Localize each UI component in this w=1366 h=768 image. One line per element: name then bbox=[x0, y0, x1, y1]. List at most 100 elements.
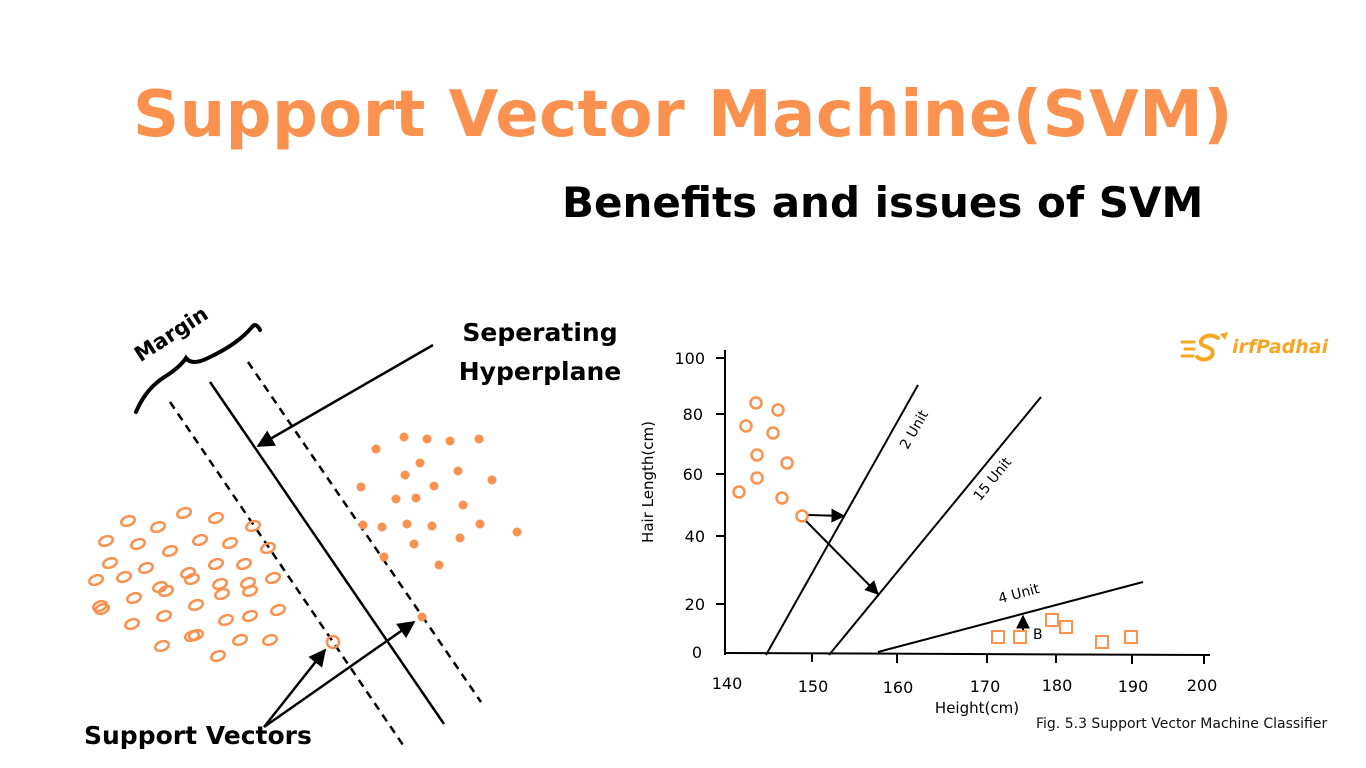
class-point bbox=[434, 560, 444, 570]
rocket-s-logo-icon bbox=[1180, 332, 1228, 362]
class-point bbox=[191, 533, 209, 547]
class-point bbox=[149, 520, 167, 534]
y-axis-label: Hair Length(cm) bbox=[639, 421, 657, 543]
class-point bbox=[241, 609, 259, 623]
hyperplane-arrow bbox=[256, 343, 434, 448]
square-point bbox=[1013, 630, 1027, 644]
support-vector-solid bbox=[417, 612, 427, 622]
distance-arrow-15-unit bbox=[805, 520, 879, 595]
class-point bbox=[244, 519, 262, 533]
class-point bbox=[157, 584, 175, 598]
class-point bbox=[411, 493, 421, 503]
x-tick-label: 180 bbox=[1042, 676, 1073, 695]
class-point bbox=[129, 537, 147, 551]
class-point bbox=[187, 598, 205, 612]
x-tick-label: 150 bbox=[798, 677, 829, 696]
point-label-b: B bbox=[1033, 627, 1043, 643]
y-tick-label: 60 bbox=[683, 465, 703, 484]
class-point bbox=[356, 482, 366, 492]
left-class-points bbox=[87, 506, 287, 663]
class-point bbox=[264, 571, 282, 585]
page-subtitle: Benefits and issues of SVM bbox=[562, 178, 1204, 227]
y-tick-label: 100 bbox=[674, 349, 705, 368]
class-point bbox=[115, 570, 133, 584]
y-ticks: 100 80 60 40 20 0 bbox=[674, 349, 725, 662]
class-point bbox=[377, 522, 387, 532]
x-ticks: 140 150 160 170 180 190 200 bbox=[712, 653, 1218, 697]
class-point bbox=[137, 561, 155, 575]
class-point bbox=[400, 470, 410, 480]
class-point bbox=[183, 629, 201, 643]
right-class-points bbox=[356, 432, 522, 570]
y-tick-label: 80 bbox=[683, 405, 703, 424]
line-label-4-unit: 4 Unit bbox=[997, 581, 1042, 607]
class-point bbox=[155, 609, 173, 623]
class-point bbox=[487, 475, 497, 485]
line-2-unit bbox=[765, 384, 919, 656]
class-point bbox=[371, 444, 381, 454]
class-point bbox=[427, 521, 437, 531]
class-point bbox=[93, 602, 111, 616]
class-point bbox=[213, 587, 231, 601]
brand-name: irfPadhai bbox=[1232, 336, 1329, 358]
x-tick-label: 160 bbox=[883, 678, 914, 697]
y-tick-label: 40 bbox=[685, 527, 705, 546]
margin-brace bbox=[134, 323, 262, 414]
class-point bbox=[235, 557, 253, 571]
class-point bbox=[221, 536, 239, 550]
class-point bbox=[209, 649, 227, 663]
square-point bbox=[1095, 635, 1109, 649]
square-point bbox=[1059, 620, 1073, 634]
class-point bbox=[475, 519, 485, 529]
class-point bbox=[153, 639, 171, 653]
class-point bbox=[207, 511, 225, 525]
circle-point bbox=[739, 419, 753, 433]
class-point bbox=[231, 633, 249, 647]
class-point bbox=[207, 557, 225, 571]
line-4-unit bbox=[877, 581, 1144, 653]
circle-point bbox=[749, 396, 763, 410]
class-point bbox=[259, 541, 277, 555]
class-point bbox=[391, 494, 401, 504]
class-point bbox=[97, 534, 115, 548]
support-vector-hollow bbox=[325, 634, 341, 650]
class-point bbox=[458, 500, 468, 510]
margin-line-right bbox=[246, 361, 483, 703]
x-tick-label: 140 bbox=[712, 674, 743, 693]
circle-point bbox=[750, 448, 764, 462]
circle-point bbox=[766, 426, 780, 440]
class-point bbox=[422, 434, 432, 444]
hyperplane-label-1: Seperating bbox=[462, 318, 617, 347]
x-tick-label: 200 bbox=[1187, 676, 1218, 695]
x-tick-label: 190 bbox=[1118, 677, 1149, 696]
y-tick-label: 0 bbox=[692, 643, 702, 662]
class-point bbox=[241, 584, 259, 598]
class-point bbox=[269, 603, 287, 617]
class-point bbox=[183, 572, 201, 586]
hyperplane-line bbox=[208, 381, 446, 725]
class-point bbox=[358, 520, 368, 530]
svm-chart: 100 80 60 40 20 0 140 150 160 170 180 19… bbox=[639, 349, 1217, 717]
class-point bbox=[125, 591, 143, 605]
class-point bbox=[455, 533, 465, 543]
circle-class-points bbox=[732, 396, 809, 523]
circle-point bbox=[771, 403, 785, 417]
support-vector-arrow-1 bbox=[263, 648, 327, 728]
class-point bbox=[151, 580, 169, 594]
line-15-unit bbox=[828, 396, 1042, 656]
class-point bbox=[512, 527, 522, 537]
circle-point bbox=[795, 509, 809, 523]
class-point bbox=[474, 434, 484, 444]
class-point bbox=[261, 633, 279, 647]
support-vectors-label: Support Vectors bbox=[84, 721, 312, 750]
x-axis-label: Height(cm) bbox=[935, 699, 1019, 717]
square-point bbox=[1124, 630, 1138, 644]
class-point bbox=[402, 519, 412, 529]
circle-point bbox=[780, 456, 794, 470]
class-point bbox=[101, 556, 119, 570]
margin-diagram: Margin Seperating Hyperplane Support Vec… bbox=[84, 302, 621, 750]
class-point bbox=[445, 436, 455, 446]
x-tick-label: 170 bbox=[970, 677, 1001, 696]
page-title: Support Vector Machine(SVM) bbox=[132, 78, 1234, 152]
class-point bbox=[179, 566, 197, 580]
